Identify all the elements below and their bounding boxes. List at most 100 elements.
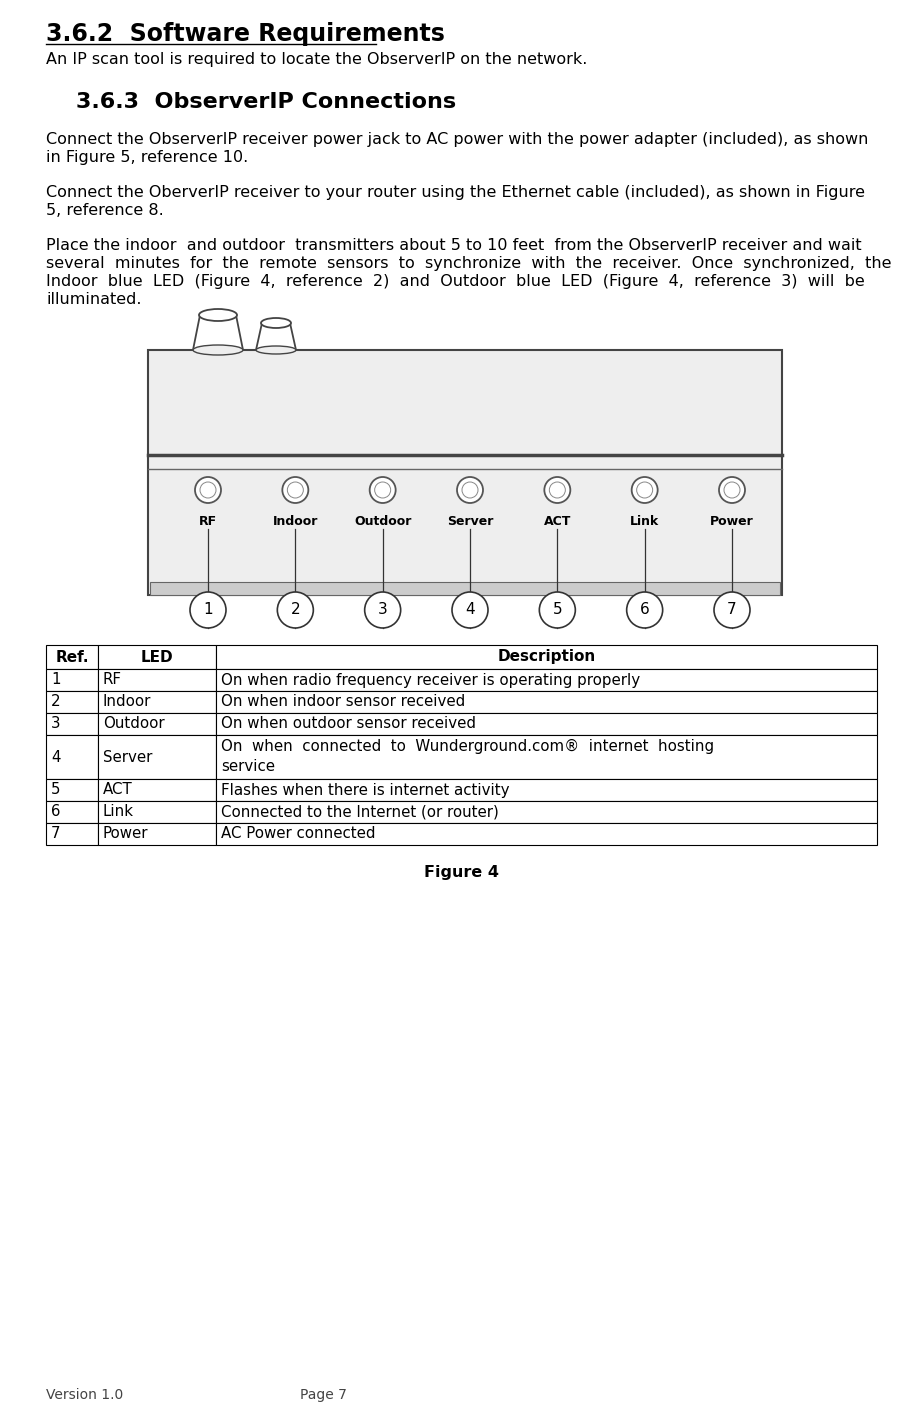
Circle shape bbox=[545, 476, 570, 503]
Text: service: service bbox=[221, 759, 275, 774]
FancyBboxPatch shape bbox=[148, 350, 782, 596]
Text: 5: 5 bbox=[51, 783, 61, 797]
Text: Server: Server bbox=[447, 515, 493, 527]
Text: Figure 4: Figure 4 bbox=[424, 865, 499, 881]
Text: Connect the OberverIP receiver to your router using the Ethernet cable (included: Connect the OberverIP receiver to your r… bbox=[46, 184, 865, 200]
Circle shape bbox=[719, 476, 745, 503]
Text: Page 7: Page 7 bbox=[300, 1388, 347, 1402]
Text: Link: Link bbox=[103, 804, 134, 820]
Bar bbox=[216, 645, 877, 669]
Bar bbox=[98, 691, 216, 713]
Bar bbox=[98, 645, 216, 669]
Circle shape bbox=[282, 476, 308, 503]
Text: Power: Power bbox=[103, 827, 149, 841]
Circle shape bbox=[549, 482, 565, 498]
Ellipse shape bbox=[193, 345, 243, 354]
Text: RF: RF bbox=[199, 515, 217, 527]
Bar bbox=[98, 778, 216, 801]
Bar bbox=[216, 778, 877, 801]
Circle shape bbox=[457, 476, 483, 503]
Bar bbox=[216, 669, 877, 691]
Text: 1: 1 bbox=[51, 672, 61, 688]
Bar bbox=[216, 735, 877, 778]
Bar bbox=[46, 801, 98, 822]
Text: several  minutes  for  the  remote  sensors  to  synchronize  with  the  receive: several minutes for the remote sensors t… bbox=[46, 257, 892, 271]
Circle shape bbox=[462, 482, 478, 498]
Circle shape bbox=[627, 591, 663, 628]
Text: AC Power connected: AC Power connected bbox=[221, 827, 376, 841]
Text: Server: Server bbox=[103, 750, 152, 764]
Text: 7: 7 bbox=[727, 603, 737, 617]
Circle shape bbox=[714, 591, 750, 628]
Bar bbox=[46, 822, 98, 845]
Text: On  when  connected  to  Wunderground.com®  internet  hosting: On when connected to Wunderground.com® i… bbox=[221, 739, 714, 754]
Text: 6: 6 bbox=[640, 603, 650, 617]
Ellipse shape bbox=[199, 309, 237, 320]
Polygon shape bbox=[193, 315, 243, 350]
Bar bbox=[46, 735, 98, 778]
Bar bbox=[46, 691, 98, 713]
Text: illuminated.: illuminated. bbox=[46, 292, 141, 308]
Bar bbox=[98, 735, 216, 778]
Text: 3: 3 bbox=[51, 716, 61, 732]
Text: On when radio frequency receiver is operating properly: On when radio frequency receiver is oper… bbox=[221, 672, 641, 688]
Circle shape bbox=[200, 482, 216, 498]
Text: ACT: ACT bbox=[103, 783, 133, 797]
Circle shape bbox=[724, 482, 740, 498]
Circle shape bbox=[452, 591, 488, 628]
Circle shape bbox=[365, 591, 401, 628]
Circle shape bbox=[375, 482, 390, 498]
Text: Outdoor: Outdoor bbox=[354, 515, 412, 527]
Text: 2: 2 bbox=[51, 695, 61, 709]
Text: 4: 4 bbox=[51, 750, 61, 764]
Bar bbox=[216, 801, 877, 822]
Text: ACT: ACT bbox=[544, 515, 571, 527]
Ellipse shape bbox=[261, 318, 291, 328]
Ellipse shape bbox=[256, 346, 296, 354]
Text: Connect the ObserverIP receiver power jack to AC power with the power adapter (i: Connect the ObserverIP receiver power ja… bbox=[46, 132, 869, 147]
Circle shape bbox=[631, 476, 658, 503]
Circle shape bbox=[539, 591, 575, 628]
Text: 6: 6 bbox=[51, 804, 61, 820]
Text: Link: Link bbox=[630, 515, 659, 527]
Text: Indoor: Indoor bbox=[103, 695, 151, 709]
Bar bbox=[216, 713, 877, 735]
Text: 4: 4 bbox=[465, 603, 474, 617]
Bar bbox=[46, 713, 98, 735]
Bar bbox=[216, 691, 877, 713]
Text: On when indoor sensor received: On when indoor sensor received bbox=[221, 695, 465, 709]
Bar bbox=[98, 822, 216, 845]
Text: 3: 3 bbox=[378, 603, 388, 617]
Bar bbox=[216, 822, 877, 845]
Text: On when outdoor sensor received: On when outdoor sensor received bbox=[221, 716, 476, 732]
Text: Connected to the Internet (or router): Connected to the Internet (or router) bbox=[221, 804, 498, 820]
Text: 1: 1 bbox=[203, 603, 213, 617]
Circle shape bbox=[195, 476, 221, 503]
Text: 5, reference 8.: 5, reference 8. bbox=[46, 203, 163, 218]
Text: 5: 5 bbox=[553, 603, 562, 617]
Bar bbox=[98, 801, 216, 822]
Bar bbox=[150, 581, 780, 596]
Circle shape bbox=[287, 482, 304, 498]
Text: 3.6.3  ObserverIP Connections: 3.6.3 ObserverIP Connections bbox=[76, 92, 456, 112]
Text: Version 1.0: Version 1.0 bbox=[46, 1388, 124, 1402]
Circle shape bbox=[277, 591, 313, 628]
Circle shape bbox=[190, 591, 226, 628]
Text: Indoor  blue  LED  (Figure  4,  reference  2)  and  Outdoor  blue  LED  (Figure : Indoor blue LED (Figure 4, reference 2) … bbox=[46, 274, 865, 289]
Text: RF: RF bbox=[103, 672, 122, 688]
Text: LED: LED bbox=[140, 649, 174, 665]
Text: in Figure 5, reference 10.: in Figure 5, reference 10. bbox=[46, 150, 248, 164]
Text: Description: Description bbox=[497, 649, 595, 665]
Text: Place the indoor  and outdoor  transmitters about 5 to 10 feet  from the Observe: Place the indoor and outdoor transmitter… bbox=[46, 238, 862, 252]
Text: An IP scan tool is required to locate the ObserverIP on the network.: An IP scan tool is required to locate th… bbox=[46, 52, 587, 67]
Text: Outdoor: Outdoor bbox=[103, 716, 164, 732]
Text: 7: 7 bbox=[51, 827, 61, 841]
Bar bbox=[98, 713, 216, 735]
Circle shape bbox=[370, 476, 396, 503]
Bar bbox=[46, 645, 98, 669]
Text: Power: Power bbox=[710, 515, 754, 527]
Text: Flashes when there is internet activity: Flashes when there is internet activity bbox=[221, 783, 509, 797]
Bar bbox=[46, 778, 98, 801]
Bar bbox=[46, 669, 98, 691]
Circle shape bbox=[637, 482, 653, 498]
